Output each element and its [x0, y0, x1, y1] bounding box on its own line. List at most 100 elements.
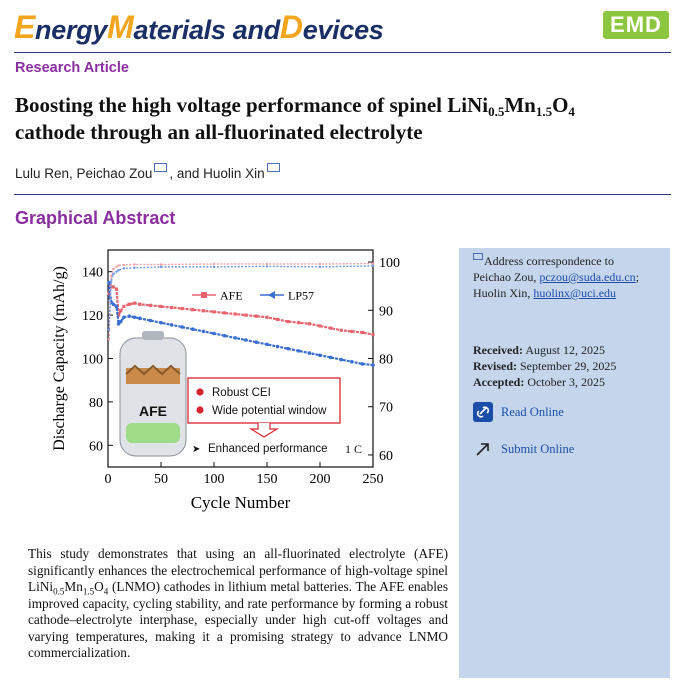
data-point: [223, 311, 227, 315]
data-point: [114, 287, 119, 291]
data-point: [191, 308, 195, 312]
down-arrow-icon: [248, 423, 280, 438]
link-icon: [473, 402, 493, 422]
data-point: [138, 302, 142, 306]
journal-title-initial: E: [14, 9, 36, 45]
journal-title-initial: D: [279, 9, 303, 45]
mail-icon[interactable]: [266, 163, 280, 172]
graphical-abstract-figure: 0 50 100 150 200 250 60 80 100 120 140 60 70 80 90 100 C…: [40, 238, 424, 523]
data-point: [244, 338, 248, 342]
abstract-part: This study demonstrates that using an al…: [28, 546, 448, 594]
data-point: [371, 262, 375, 265]
abstract-part: (LNMO) cathodes in lithium metal batteri…: [28, 579, 448, 660]
data-point: [318, 262, 322, 266]
legend-marker: [201, 292, 207, 298]
data-point: [122, 304, 126, 309]
submit-online-button[interactable]: Submit Online: [473, 439, 574, 459]
data-point: [360, 330, 364, 335]
data-point: [286, 320, 290, 324]
mail-icon[interactable]: [154, 163, 168, 172]
abstract-subscript: 4: [103, 586, 109, 597]
data-point: [265, 262, 269, 266]
email-link[interactable]: huolinx@uci.edu: [533, 286, 617, 300]
data-point: [170, 305, 174, 310]
data-point: [180, 306, 184, 311]
abstract-text: This study demonstrates that using an al…: [28, 546, 448, 662]
revised-label: Revised:: [473, 359, 517, 373]
data-point: [265, 265, 269, 268]
data-point: [112, 268, 115, 271]
y-tick-label: 140: [82, 266, 103, 281]
data-point: [254, 340, 259, 345]
received-label: Received:: [473, 343, 523, 357]
y-tick-label: 60: [89, 439, 103, 454]
y-tick-label: 100: [82, 353, 103, 368]
arrowhead-icon: ➤: [192, 444, 200, 455]
data-point: [133, 263, 136, 266]
submit-online-label: Submit Online: [501, 441, 575, 456]
title-subscript: 0.5: [488, 104, 505, 119]
data-point: [329, 326, 333, 330]
x-axis-label: Cycle Number: [191, 493, 291, 512]
data-point: [159, 263, 163, 266]
data-point: [265, 315, 269, 319]
data-point: [148, 303, 152, 307]
title-text: Mn: [504, 93, 536, 117]
arrow-up-right-icon: [473, 439, 493, 459]
callout-bullet: Robust CEI: [212, 387, 271, 399]
data-point: [371, 333, 375, 337]
email-link[interactable]: pczou@suda.edu.cn: [539, 270, 636, 284]
data-point: [148, 318, 153, 323]
rate-label: 1 C: [345, 442, 362, 456]
enhanced-performance-label: Enhanced performance: [208, 443, 328, 455]
accepted-label: Accepted:: [473, 375, 525, 389]
y-axis-label: Discharge Capacity (mAh/g): [51, 266, 68, 451]
y2-tick-label: 100: [379, 256, 400, 271]
data-point: [159, 320, 163, 325]
read-online-button[interactable]: Read Online: [473, 402, 564, 422]
data-point: [117, 264, 120, 267]
data-point: [371, 363, 375, 367]
data-point: [350, 359, 354, 364]
title-subscript: 1.5: [535, 104, 553, 119]
data-point: [339, 328, 343, 332]
data-point: [265, 342, 269, 347]
y2-tick-label: 90: [379, 304, 393, 319]
data-point: [360, 362, 365, 366]
y2-tick-label: 60: [379, 449, 393, 464]
contact-name: Peichao Zou,: [473, 270, 540, 284]
history-dates: Received: August 12, 2025 Revised: Septe…: [473, 342, 616, 390]
data-point: [233, 336, 237, 340]
address-label: Address correspondence to: [484, 254, 614, 268]
y2-tick-label: 80: [379, 353, 393, 368]
data-point: [307, 322, 311, 326]
author-divider: [14, 194, 671, 195]
received-date: August 12, 2025: [525, 343, 605, 357]
read-online-label: Read Online: [501, 404, 564, 419]
data-point: [115, 270, 118, 273]
article-info-sidebar: Address correspondence to Peichao Zou, p…: [459, 248, 670, 678]
x-tick-label: 0: [105, 472, 112, 487]
title-text: cathode through an all-fluorinated elect…: [15, 120, 423, 144]
data-point: [122, 263, 126, 267]
data-point: [222, 333, 227, 338]
data-point: [244, 313, 248, 317]
title-subscript: 4: [568, 104, 575, 119]
x-tick-label: 200: [310, 472, 331, 487]
data-point: [275, 344, 280, 349]
data-point: [107, 280, 111, 285]
callout-bullet: Wide potential window: [212, 405, 327, 417]
header-divider: [14, 52, 671, 53]
data-point: [111, 285, 115, 289]
x-tick-label: 150: [257, 472, 278, 487]
abstract-subscript: 1.5: [82, 586, 95, 597]
journal-title-initial: M: [107, 9, 134, 45]
data-point: [122, 267, 126, 270]
authors-text: Lulu Ren, Peichao Zou: [15, 166, 153, 181]
y2-tick-label: 70: [379, 401, 393, 416]
data-point: [201, 309, 205, 313]
data-point: [114, 304, 119, 309]
data-point: [118, 319, 123, 324]
authors-text: , and Huolin Xin: [169, 166, 265, 181]
data-point: [159, 304, 163, 309]
